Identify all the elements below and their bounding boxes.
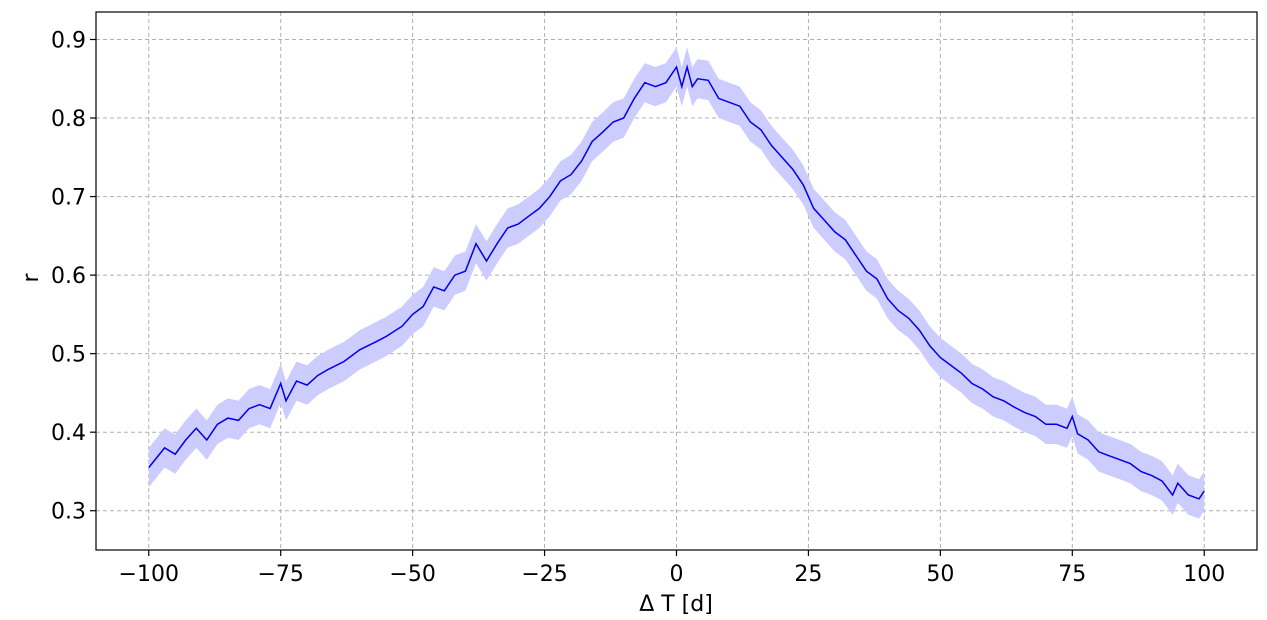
y-tick-label: 0.4 [51, 421, 86, 446]
data-line [148, 64, 1205, 500]
grid [96, 12, 1257, 550]
x-axis-label: Δ T [d] [639, 592, 713, 617]
y-tick-label: 0.6 [51, 264, 86, 289]
x-tick-label: −100 [119, 562, 179, 587]
y-tick-label: 0.9 [51, 28, 86, 53]
y-tick-label: 0.8 [51, 107, 86, 132]
y-tick-label: 0.5 [51, 343, 86, 368]
y-tick-label: 0.3 [51, 500, 86, 525]
y-axis-label: r [19, 273, 44, 283]
x-tick-label: 50 [926, 562, 954, 587]
x-tick-label: −50 [389, 562, 435, 587]
y-tick-label: 0.7 [51, 186, 86, 211]
data-line-layer [148, 64, 1205, 500]
x-tick-label: 25 [794, 562, 822, 587]
axis-ticks: −100 −75 −50 −25 0 25 50 75 100 0.3 0.4 0.5 0.6 0.7 0.… [51, 28, 1225, 587]
x-tick-label: 0 [670, 562, 684, 587]
x-tick-label: −75 [257, 562, 303, 587]
x-tick-label: 75 [1058, 562, 1086, 587]
x-tick-label: 100 [1183, 562, 1225, 587]
x-tick-label: −25 [521, 562, 567, 587]
